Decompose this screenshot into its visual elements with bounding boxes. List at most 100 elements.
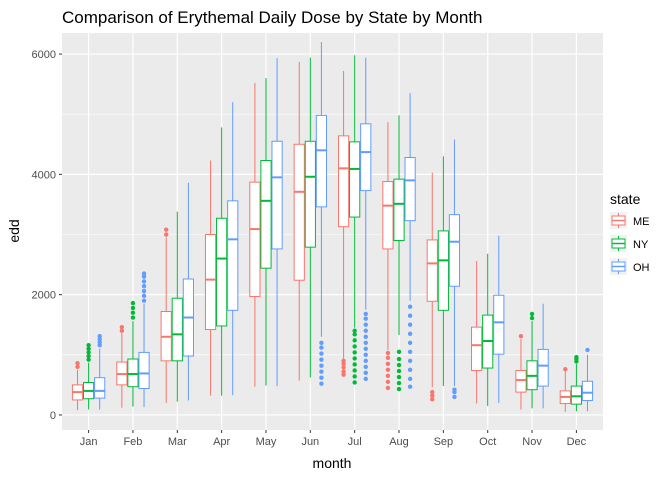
x-tick-label: Jan — [80, 436, 98, 448]
outlier-point — [385, 373, 391, 379]
box-iqr — [493, 294, 505, 355]
outlier-point — [396, 368, 402, 374]
outlier-point — [396, 349, 402, 355]
box-OH-Apr — [227, 102, 239, 396]
outlier-point — [563, 367, 568, 372]
y-tick-label: 2000 — [32, 290, 56, 302]
outlier-point — [396, 374, 402, 380]
outlier-point — [341, 372, 346, 377]
box-OH-Feb — [138, 271, 150, 408]
outlier-point — [396, 356, 402, 362]
y-axis-title: edd — [6, 219, 22, 242]
outlier-point — [341, 369, 346, 374]
box-NY-Jan — [83, 342, 95, 410]
outlier-point — [363, 340, 368, 345]
box-iqr — [404, 157, 416, 222]
box-layer — [71, 42, 594, 412]
outlier-point — [407, 376, 413, 382]
box-iqr — [249, 181, 261, 297]
outlier-point — [352, 344, 357, 349]
plot-panel — [62, 33, 603, 430]
box-iqr — [515, 369, 527, 393]
box-iqr — [426, 239, 438, 302]
outlier-point — [585, 347, 590, 353]
legend-title: state — [610, 191, 641, 207]
box-iqr — [216, 217, 228, 327]
outlier-point — [452, 387, 457, 392]
box-NY-Aug — [393, 115, 405, 392]
box-iqr — [271, 140, 283, 250]
outlier-point — [141, 288, 147, 294]
outlier-point — [141, 271, 147, 276]
outlier-point — [352, 380, 357, 385]
box-NY-Apr — [216, 127, 228, 396]
outlier-point — [363, 328, 368, 333]
outlier-point — [407, 367, 413, 373]
outlier-point — [352, 350, 357, 355]
box-iqr — [570, 385, 582, 405]
box-NY-Dec — [570, 355, 582, 412]
outlier-point — [363, 316, 368, 321]
box-NY-Mar — [171, 211, 183, 402]
x-tick-label: Feb — [123, 436, 142, 448]
outlier-point — [529, 311, 535, 317]
outlier-point — [97, 336, 102, 342]
box-NY-Jun — [304, 57, 316, 378]
outlier-point — [430, 389, 435, 395]
outlier-point — [363, 352, 368, 358]
outlier-point — [363, 322, 368, 327]
outlier-point — [363, 311, 368, 317]
box-OH-Jul — [360, 57, 372, 382]
outlier-point — [518, 333, 524, 339]
legend-item-NY: NY — [610, 235, 649, 252]
box-iqr — [315, 114, 328, 208]
box-OH-Oct — [493, 235, 505, 403]
outlier-point — [452, 394, 457, 400]
outlier-point — [385, 361, 391, 367]
box-iqr — [171, 297, 183, 362]
outlier-point — [130, 305, 136, 311]
outlier-point — [352, 328, 357, 333]
outlier-point — [430, 397, 435, 402]
box-iqr — [537, 348, 549, 387]
outlier-point — [86, 357, 91, 362]
box-OH-Sep — [448, 139, 461, 400]
box-iqr — [437, 230, 449, 311]
box-iqr — [382, 181, 394, 250]
box-ME-Sep — [426, 172, 438, 402]
outlier-point — [363, 334, 368, 339]
box-iqr — [227, 200, 239, 311]
x-tick-label: Jul — [348, 436, 362, 448]
x-axis-title: month — [313, 455, 352, 471]
outlier-point — [385, 367, 391, 373]
box-ME-Jun — [293, 61, 305, 381]
x-tick-label: Jun — [301, 436, 319, 448]
x-tick-label: Dec — [567, 436, 587, 448]
outlier-point — [319, 340, 324, 345]
outlier-point — [407, 322, 413, 327]
outlier-point — [385, 379, 391, 385]
outlier-point — [97, 342, 102, 348]
outlier-point — [407, 331, 413, 336]
outlier-point — [430, 393, 435, 398]
x-tick-label: Mar — [168, 436, 187, 448]
outlier-point — [319, 345, 324, 350]
outlier-point — [407, 313, 413, 318]
box-iqr — [127, 358, 139, 388]
outlier-point — [97, 333, 102, 339]
legend-label-OH: OH — [633, 262, 650, 274]
x-tick-label: Apr — [213, 436, 230, 448]
x-tick-label: Nov — [522, 436, 542, 448]
outlier-point — [130, 300, 136, 306]
outlier-point — [119, 324, 125, 330]
outlier-point — [407, 349, 413, 355]
box-NY-Sep — [437, 156, 449, 387]
legend-item-ME: ME — [610, 212, 650, 229]
box-ME-Nov — [515, 333, 527, 410]
outlier-point — [319, 369, 324, 374]
outlier-point — [363, 376, 368, 382]
outlier-point — [164, 227, 169, 232]
outlier-point — [86, 353, 91, 359]
outlier-point — [341, 361, 346, 367]
